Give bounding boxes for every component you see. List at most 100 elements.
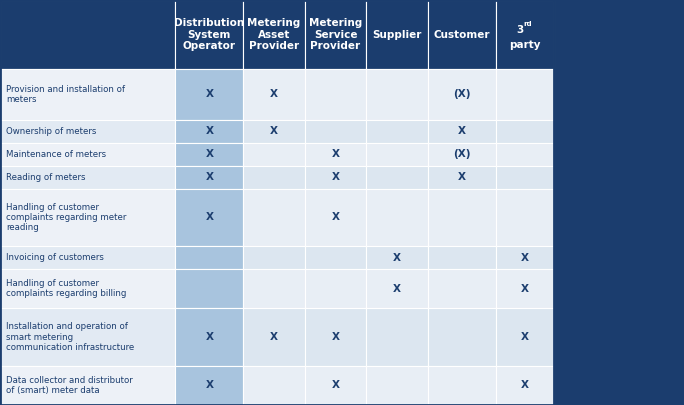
Bar xyxy=(428,0,495,69)
Bar xyxy=(0,366,175,405)
Text: Maintenance of meters: Maintenance of meters xyxy=(6,150,106,159)
Bar xyxy=(305,246,367,269)
Bar xyxy=(175,119,243,143)
Bar xyxy=(175,366,243,405)
Text: party: party xyxy=(509,40,540,50)
Bar xyxy=(428,166,495,189)
Text: Data collector and distributor
of (smart) meter data: Data collector and distributor of (smart… xyxy=(6,376,133,395)
Bar xyxy=(495,0,554,69)
Bar xyxy=(243,166,304,189)
Bar xyxy=(305,69,367,119)
Bar xyxy=(367,246,428,269)
Bar xyxy=(0,308,175,366)
Text: Handling of customer
complaints regarding billing: Handling of customer complaints regardin… xyxy=(6,279,127,298)
Text: X: X xyxy=(332,213,339,222)
Bar xyxy=(243,246,304,269)
Text: Handling of customer
complaints regarding meter
reading: Handling of customer complaints regardin… xyxy=(6,202,127,232)
Text: Provision and installation of
meters: Provision and installation of meters xyxy=(6,85,125,104)
Bar xyxy=(367,269,428,308)
Text: X: X xyxy=(270,126,278,136)
Bar xyxy=(428,246,495,269)
Bar xyxy=(305,166,367,189)
Bar xyxy=(428,366,495,405)
Text: X: X xyxy=(332,332,339,342)
Bar xyxy=(305,143,367,166)
Bar xyxy=(495,269,554,308)
Bar xyxy=(243,69,304,119)
Bar xyxy=(243,119,304,143)
Bar xyxy=(428,308,495,366)
Bar xyxy=(495,366,554,405)
Text: Distribution
System
Operator: Distribution System Operator xyxy=(174,18,244,51)
Bar xyxy=(243,269,304,308)
Text: Metering
Service
Provider: Metering Service Provider xyxy=(309,18,362,51)
Bar xyxy=(175,69,243,119)
Text: X: X xyxy=(205,126,213,136)
Text: X: X xyxy=(458,126,466,136)
Bar xyxy=(495,166,554,189)
Text: Invoicing of customers: Invoicing of customers xyxy=(6,253,104,262)
Text: (X): (X) xyxy=(453,149,471,159)
Bar xyxy=(495,189,554,246)
Bar xyxy=(0,269,175,308)
Bar xyxy=(495,308,554,366)
Bar xyxy=(0,119,175,143)
Bar xyxy=(243,366,304,405)
Bar xyxy=(175,166,243,189)
Text: X: X xyxy=(458,172,466,182)
Text: X: X xyxy=(521,332,529,342)
Bar xyxy=(495,246,554,269)
Text: X: X xyxy=(205,380,213,390)
Text: X: X xyxy=(205,172,213,182)
Bar xyxy=(367,366,428,405)
Bar xyxy=(0,0,175,69)
Bar xyxy=(428,69,495,119)
Text: X: X xyxy=(205,332,213,342)
Bar xyxy=(175,246,243,269)
Text: X: X xyxy=(521,253,529,263)
Bar xyxy=(0,69,175,119)
Text: X: X xyxy=(521,284,529,294)
Bar xyxy=(428,143,495,166)
Text: Metering
Asset
Provider: Metering Asset Provider xyxy=(248,18,300,51)
Bar xyxy=(175,143,243,166)
Text: X: X xyxy=(270,332,278,342)
Bar xyxy=(305,0,367,69)
Bar xyxy=(367,166,428,189)
Text: X: X xyxy=(332,149,339,159)
Text: X: X xyxy=(393,253,401,263)
Text: Ownership of meters: Ownership of meters xyxy=(6,127,96,136)
Bar xyxy=(305,269,367,308)
Text: X: X xyxy=(332,172,339,182)
Bar xyxy=(367,308,428,366)
Text: Supplier: Supplier xyxy=(372,30,422,40)
Bar xyxy=(175,308,243,366)
Text: Customer: Customer xyxy=(434,30,490,40)
Text: X: X xyxy=(205,90,213,99)
Bar xyxy=(175,269,243,308)
Bar xyxy=(0,246,175,269)
Bar xyxy=(367,143,428,166)
Bar xyxy=(243,189,304,246)
Text: X: X xyxy=(393,284,401,294)
Text: X: X xyxy=(205,149,213,159)
Bar xyxy=(428,119,495,143)
Bar xyxy=(305,189,367,246)
Bar xyxy=(243,143,304,166)
Text: 3: 3 xyxy=(516,26,523,36)
Bar xyxy=(367,0,428,69)
Bar xyxy=(0,189,175,246)
Text: X: X xyxy=(332,380,339,390)
Bar xyxy=(428,189,495,246)
Bar xyxy=(305,308,367,366)
Bar xyxy=(305,119,367,143)
Bar xyxy=(367,69,428,119)
Text: X: X xyxy=(270,90,278,99)
Bar xyxy=(243,0,304,69)
Text: Installation and operation of
smart metering
communication infrastructure: Installation and operation of smart mete… xyxy=(6,322,134,352)
Bar xyxy=(175,0,243,69)
Bar xyxy=(367,119,428,143)
Bar xyxy=(428,269,495,308)
Text: X: X xyxy=(205,213,213,222)
Text: (X): (X) xyxy=(453,90,471,99)
